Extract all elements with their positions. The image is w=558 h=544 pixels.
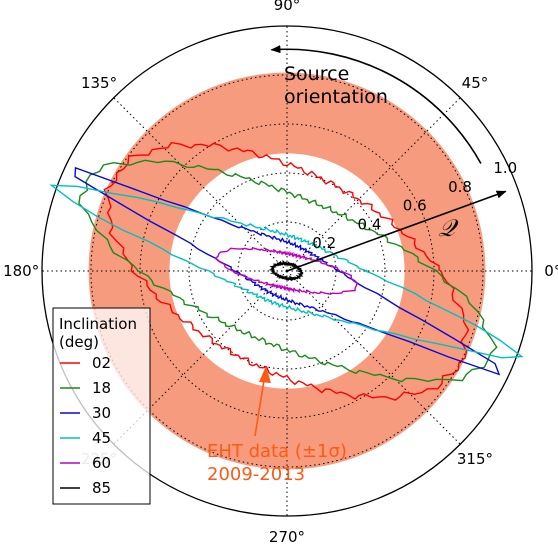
grid-spoke [286,97,461,272]
angular-tick-label: 135° [81,74,117,92]
plot-boundary [41,25,533,517]
legend-label-60: 60 [92,454,111,472]
series-line-60 [214,246,358,295]
angular-tick-label: 45° [462,74,489,92]
grid-circle [90,74,484,468]
legend-title-line1: Inclination [59,315,137,333]
radial-tick-label: 1.0 [493,159,517,177]
angular-tick-label: 315° [457,450,493,468]
legend-label-18: 18 [92,379,111,397]
angular-tick-label: 270° [269,528,305,544]
grid-circle [139,123,435,419]
angular-tick-label: 180° [3,262,39,280]
radial-tick-label: 0.4 [358,215,382,233]
radial-axis-arrow [286,190,507,272]
series-line-85 [268,259,304,282]
legend-entries: 02 18 30 45 60 85 [60,354,111,497]
legend-label-02: 02 [92,354,111,372]
radial-axis-label: 𝒬 [438,214,459,242]
series-group [49,141,524,401]
grid-circle [237,221,337,321]
angular-tick-label: 90° [274,0,301,14]
legend-box [52,307,151,505]
grid-circle [188,172,386,370]
angular-tick-labels: 0°45°90°135°180°225°270°315° [3,0,558,544]
grid-spoke [113,270,288,445]
legend-label-30: 30 [92,404,111,422]
legend: Inclination (deg) 02 18 30 45 60 85 [52,307,151,505]
series-line-45 [49,184,524,359]
legend-title-line2: (deg) [59,333,99,351]
polar-grid [42,26,532,516]
radial-tick-label: 0.2 [312,234,336,252]
legend-label-85: 85 [92,479,111,497]
grid-spoke [286,270,461,445]
angular-tick-label: 0° [544,262,558,280]
grid-spoke [113,97,288,272]
series-line-02 [103,141,470,401]
radial-tick-label: 0.6 [403,197,427,215]
series-line-18 [78,159,498,383]
radial-tick-label: 0.8 [448,178,472,196]
radial-tick-labels: 0.2 0.4 0.6 0.8 1.0 [312,159,517,252]
legend-label-45: 45 [92,429,111,447]
eht-arrowhead [259,366,271,383]
source-orientation-arc [270,45,482,164]
source-orientation-line1: Source [284,63,349,85]
eht-annotation-line1: EHT data (±1σ) [207,441,347,462]
eht-annotation-line2: 2009-2013 [207,464,305,485]
series-line-30 [74,166,501,376]
source-orientation-line2: orientation [284,86,388,108]
